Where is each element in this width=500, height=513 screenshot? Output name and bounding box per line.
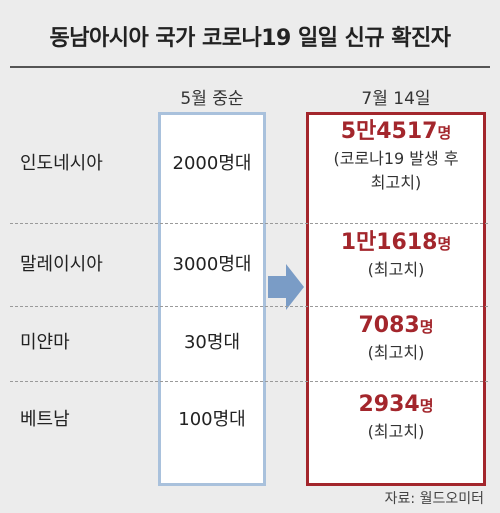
july-note: (최고치) bbox=[367, 260, 425, 279]
source-note: 자료: 월드오미터 bbox=[384, 491, 484, 507]
may-value: 30명대 bbox=[183, 332, 241, 353]
may-value: 2000명대 bbox=[172, 153, 252, 174]
row-separator bbox=[10, 223, 488, 224]
row-separator bbox=[10, 381, 488, 382]
july-value: 1만1618명 bbox=[340, 230, 452, 255]
column-header-may: 5월 중순 bbox=[180, 89, 244, 109]
july-cell: 7083명 (최고치) bbox=[306, 312, 486, 365]
july-note: (코로나19 발생 후 bbox=[333, 149, 459, 168]
july-cell: 2934명 (최고치) bbox=[306, 391, 486, 444]
july-value: 5만4517명 bbox=[340, 119, 452, 144]
chart-title: 동남아시아 국가 코로나19 일일 신규 확진자 bbox=[49, 26, 452, 51]
may-value: 100명대 bbox=[178, 409, 246, 430]
country-label: 베트남 bbox=[20, 409, 70, 430]
country-label: 미얀마 bbox=[20, 332, 70, 353]
row-separator bbox=[10, 306, 488, 307]
country-label: 말레이시아 bbox=[20, 254, 103, 275]
country-label: 인도네시아 bbox=[20, 153, 103, 174]
july-note: (최고치) bbox=[367, 343, 425, 362]
arrow-right-icon bbox=[268, 264, 304, 310]
july-value: 2934명 bbox=[358, 392, 434, 417]
july-value: 7083명 bbox=[358, 313, 434, 338]
july-note: (최고치) bbox=[367, 422, 425, 441]
july-column-box bbox=[306, 112, 486, 486]
may-column-box bbox=[158, 112, 266, 486]
july-cell: 1만1618명 (최고치) bbox=[306, 229, 486, 282]
july-note: 최고치) bbox=[370, 173, 422, 192]
column-header-july: 7월 14일 bbox=[361, 89, 431, 109]
july-cell: 5만4517명 (코로나19 발생 후 최고치) bbox=[306, 118, 486, 195]
may-value: 3000명대 bbox=[172, 254, 252, 275]
title-rule bbox=[10, 66, 490, 68]
